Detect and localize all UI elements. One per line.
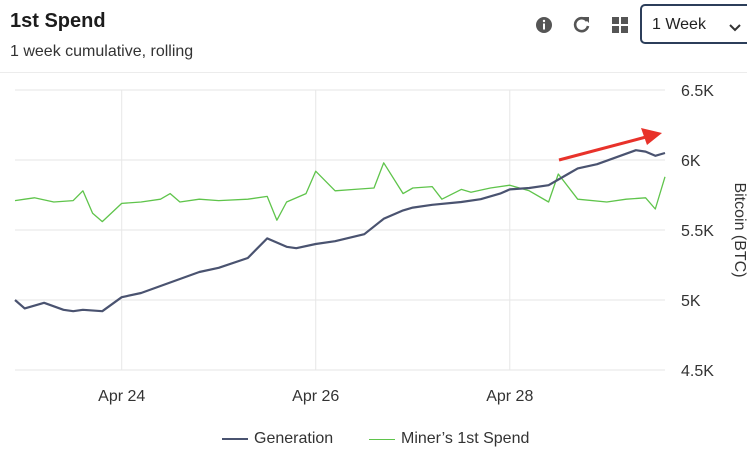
grid-lines — [15, 89, 665, 371]
x-tick-label: Apr 24 — [98, 388, 145, 405]
legend-label-generation: Generation — [254, 430, 334, 447]
arrow-head — [641, 128, 662, 145]
legend-label-miner-spend: Miner’s 1st Spend — [401, 430, 530, 447]
annotation-layer — [558, 128, 662, 162]
page-title: 1st Spend — [10, 10, 106, 32]
arrow-shaft — [558, 135, 647, 162]
range-select[interactable]: 1 Week — [640, 4, 747, 44]
range-select-value: 1 Week — [652, 16, 706, 33]
x-tick-label: Apr 26 — [292, 388, 339, 405]
legend: Generation Miner’s 1st Spend — [0, 430, 747, 450]
legend-item-miner-spend[interactable]: Miner’s 1st Spend — [369, 430, 529, 448]
header-divider — [0, 72, 747, 73]
y-axis-title: Bitcoin (BTC) — [731, 182, 747, 277]
y-tick-label: 5.5K — [681, 223, 714, 240]
y-tick-label: 4.5K — [681, 363, 714, 380]
legend-swatch-miner-spend — [369, 438, 395, 440]
generation-line — [14, 149, 666, 313]
series-lines — [14, 149, 666, 313]
grid-icon[interactable] — [610, 15, 630, 35]
axis-labels: 4.5K 5K 5.5K 6K 6.5K Apr 24 Apr 26 Apr 28 Bitcoi… — [98, 83, 747, 405]
line-chart: 4.5K 5K 5.5K 6K 6.5K Apr 24 Apr 26 Apr 28 Bitcoi… — [14, 83, 747, 405]
y-tick-label: 6.5K — [681, 83, 714, 100]
y-tick-label: 5K — [681, 293, 701, 310]
refresh-icon[interactable] — [572, 15, 592, 35]
miner-spend-line — [14, 162, 666, 223]
page-subtitle: 1 week cumulative, rolling — [10, 43, 194, 60]
y-tick-label: 6K — [681, 153, 701, 170]
chevron-down-icon — [728, 20, 742, 38]
x-tick-label: Apr 28 — [486, 388, 533, 405]
legend-item-generation[interactable]: Generation — [222, 430, 333, 448]
legend-swatch-generation — [222, 438, 248, 440]
info-icon[interactable] — [534, 15, 554, 35]
